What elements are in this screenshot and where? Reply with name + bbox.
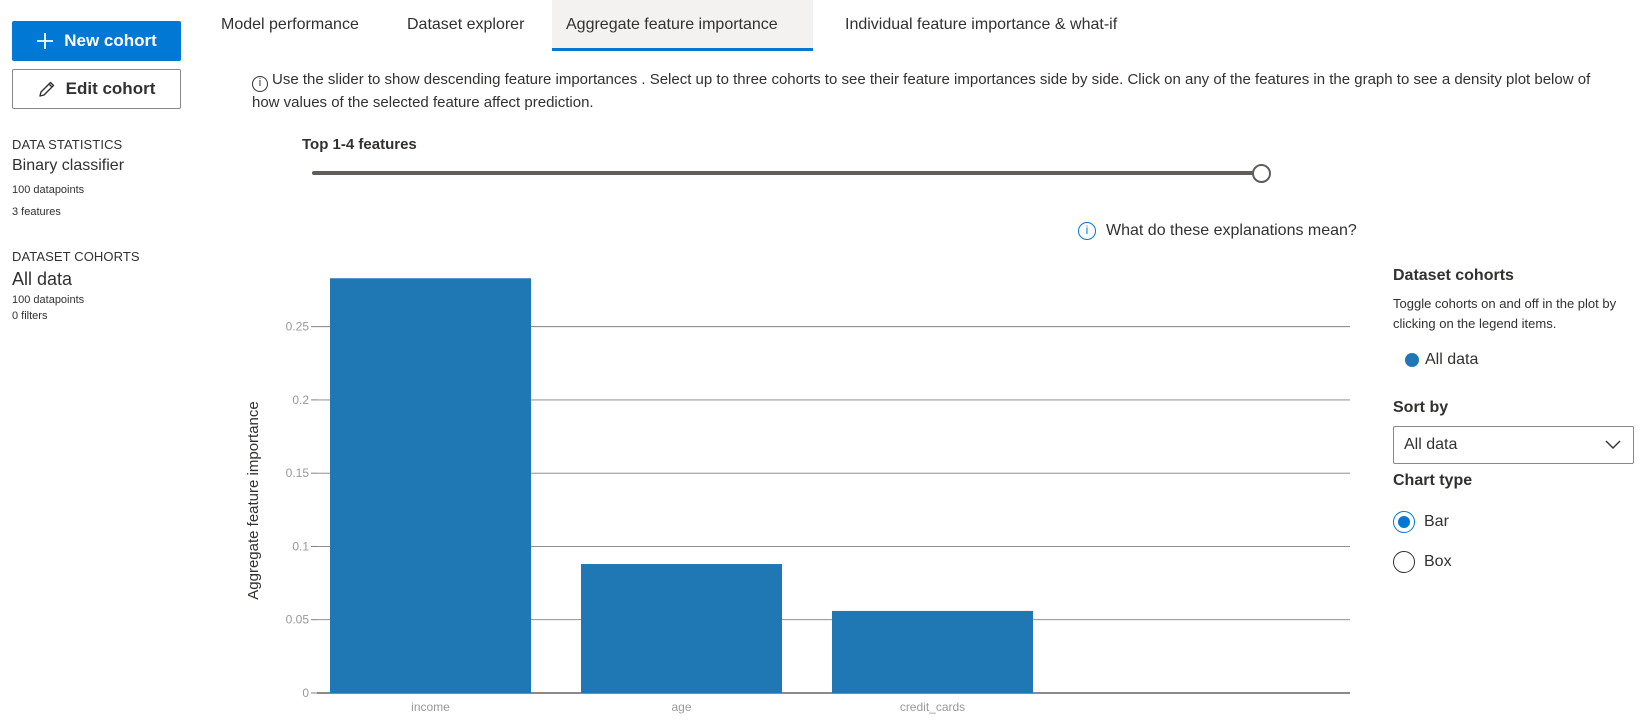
sort-by-value: All data xyxy=(1404,436,1458,453)
y-tick-label: 0.05 xyxy=(286,613,310,627)
sort-by-title: Sort by xyxy=(1393,399,1449,416)
sort-by-dropdown[interactable]: All data xyxy=(1393,426,1634,464)
tab-label: Aggregate feature importance xyxy=(566,16,778,33)
slider-label: Top 1-4 features xyxy=(302,136,417,153)
pencil-icon xyxy=(38,81,54,97)
explanations-link[interactable]: i What do these explanations mean? xyxy=(1078,222,1357,240)
edit-cohort-label: Edit cohort xyxy=(65,79,156,98)
chart-type-bar-option[interactable]: Bar xyxy=(1393,511,1449,533)
data-statistics-caption: DATA STATISTICS xyxy=(12,137,123,152)
y-tick-label: 0.2 xyxy=(292,393,309,407)
tab-model-performance[interactable]: Model performance xyxy=(207,12,373,50)
radio-button[interactable] xyxy=(1393,511,1415,533)
legend-item-all-data[interactable]: All data xyxy=(1405,351,1478,369)
datapoints-count: 100 datapoints xyxy=(12,184,85,196)
y-tick-label: 0.25 xyxy=(286,320,310,334)
tab-label: Individual feature importance & what-if xyxy=(845,16,1118,33)
radio-button[interactable] xyxy=(1393,551,1415,573)
y-tick-label: 0 xyxy=(302,686,309,700)
bar-age[interactable] xyxy=(581,564,782,693)
slider-thumb[interactable] xyxy=(1252,164,1271,183)
cohort-name: All data xyxy=(12,269,73,289)
instructions-text: i Use the slider to show descending featu… xyxy=(252,69,1612,114)
cohort-datapoints: 100 datapoints xyxy=(12,294,85,306)
edit-cohort-button[interactable]: Edit cohort xyxy=(12,69,181,109)
y-tick-label: 0.15 xyxy=(286,466,310,480)
x-tick-label: age xyxy=(671,700,691,714)
info-icon: i xyxy=(1078,222,1096,240)
slider-track[interactable] xyxy=(312,171,1262,175)
x-tick-label: credit_cards xyxy=(900,700,965,714)
tab-aggregate-feature-importance[interactable]: Aggregate feature importance xyxy=(552,0,813,51)
tab-label: Model performance xyxy=(221,16,359,33)
chart-type-title: Chart type xyxy=(1393,472,1473,489)
tab-individual-feature-importance[interactable]: Individual feature importance & what-if xyxy=(831,12,1131,50)
radio-label: Bar xyxy=(1424,513,1449,530)
plus-icon xyxy=(37,33,54,49)
radio-label: Box xyxy=(1424,553,1452,570)
dataset-cohorts-title: Dataset cohorts xyxy=(1393,267,1514,284)
bar-credit-cards[interactable] xyxy=(832,610,1033,693)
new-cohort-button[interactable]: New cohort xyxy=(12,21,181,61)
tab-label: Dataset explorer xyxy=(407,16,525,33)
legend-dot xyxy=(1405,353,1419,367)
cohort-filters: 0 filters xyxy=(12,310,48,322)
tab-dataset-explorer[interactable]: Dataset explorer xyxy=(393,12,538,50)
new-cohort-label: New cohort xyxy=(64,31,157,50)
bar-income[interactable] xyxy=(330,278,531,693)
dataset-cohorts-description: Toggle cohorts on and off in the plot by… xyxy=(1393,296,1617,331)
feature-importance-bar-chart: 0 0.05 0.1 0.15 0.2 0.25 income age credit_cards… xyxy=(245,278,1350,714)
model-type: Binary classifier xyxy=(12,157,125,174)
y-tick-label: 0.1 xyxy=(292,539,309,553)
chart-type-box-option[interactable]: Box xyxy=(1393,551,1452,573)
x-tick-label: income xyxy=(411,700,450,714)
chevron-down-icon xyxy=(1605,440,1621,449)
features-count: 3 features xyxy=(12,206,61,218)
dataset-cohorts-caption: DATASET COHORTS xyxy=(12,249,140,264)
instructions-body: Use the slider to show descending featur… xyxy=(252,71,1591,111)
legend-label: All data xyxy=(1425,351,1479,368)
explanations-link-label: What do these explanations mean? xyxy=(1106,222,1357,239)
y-axis-label: Aggregate feature importance xyxy=(245,401,262,599)
info-icon: i xyxy=(252,76,268,92)
